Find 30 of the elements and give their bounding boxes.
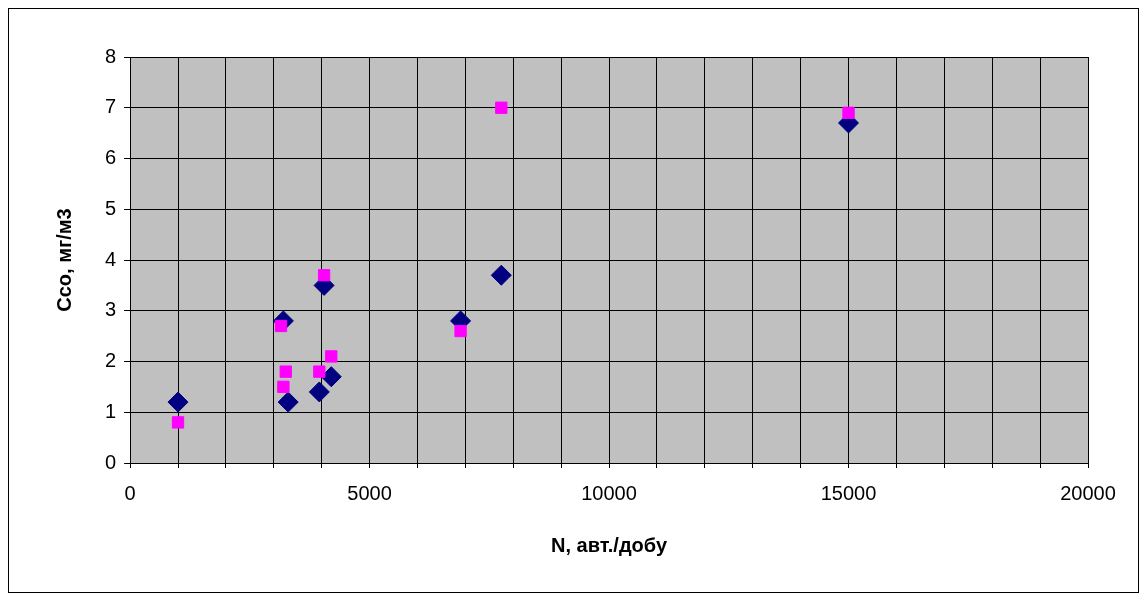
point [167,391,189,413]
x-tick-label: 10000 [581,481,637,504]
y-tick-label: 8 [105,44,117,67]
point [325,350,338,363]
y-tick-label: 3 [105,298,117,321]
point [454,324,467,338]
point [308,381,330,403]
x-tick-label: 20000 [1060,481,1116,504]
point [317,269,331,282]
point [320,366,342,388]
y-tick-label: 7 [105,95,117,118]
point [490,264,512,286]
x-tick-label: 0 [124,481,136,504]
point [313,365,326,378]
point [495,101,508,114]
point [277,391,299,413]
y-axis-title: Cco, мг/м3 [52,208,75,312]
y-tick-label: 4 [105,247,117,270]
y-tick-label: 5 [105,196,117,219]
y-tick-label: 1 [105,399,117,422]
y-tick-label: 0 [105,450,117,473]
y-tick-label: 6 [105,146,117,169]
point [279,365,292,378]
x-tick-label: 5000 [347,481,392,504]
point [842,106,855,119]
point [171,416,185,429]
point [277,380,290,394]
x-tick-label: 15000 [820,481,877,504]
y-tick-label: 2 [105,349,117,372]
x-axis-title: N, авт./добу [551,533,668,556]
